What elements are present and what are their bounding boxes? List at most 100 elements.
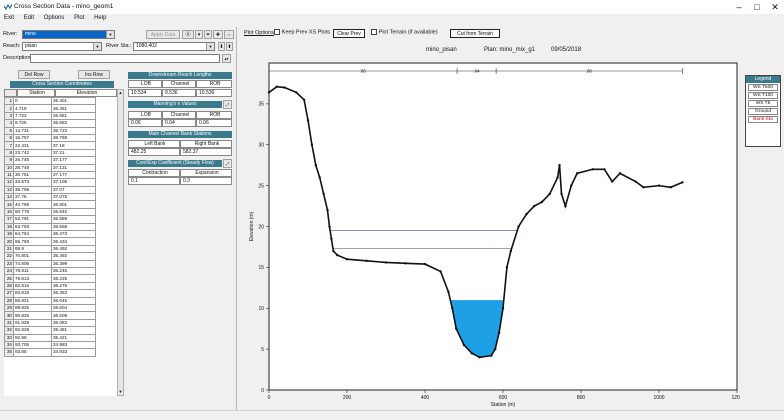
elevation-cell[interactable]: 35.421 — [51, 333, 96, 342]
station-cell[interactable]: 89.825 — [13, 303, 52, 313]
station-cell[interactable]: 9.725 — [13, 119, 52, 128]
elevation-cell[interactable]: 36.245 — [51, 266, 96, 276]
table-row[interactable]: 26 82.816 36.279 — [4, 281, 96, 291]
table-row[interactable]: 4 9.725 36.683 — [4, 119, 96, 128]
elevation-cell[interactable]: 36.225 — [51, 274, 96, 283]
table-row[interactable]: 20 65.793 36.434 — [4, 237, 96, 246]
station-cell[interactable]: 37.76 — [13, 193, 52, 202]
elevation-cell[interactable]: 36.845 — [51, 207, 96, 217]
table-row[interactable]: 28 86.821 36.645 — [4, 296, 96, 305]
step-up-icon[interactable]: ⬆ — [226, 42, 233, 51]
elevation-cell[interactable]: 36.461 — [51, 104, 96, 113]
station-cell[interactable]: 92.829 — [13, 326, 52, 335]
rob-n-input[interactable]: 0.06 — [196, 119, 232, 127]
right-bank-input[interactable]: 582.37 — [180, 148, 232, 156]
station-cell[interactable]: 78.811 — [13, 266, 52, 276]
table-row[interactable]: 13 36.799 37.07 — [4, 185, 96, 195]
left-bank-input[interactable]: 482.25 — [128, 148, 180, 156]
rob-length-input[interactable]: 10.536 — [196, 89, 232, 97]
lob-length-input[interactable]: 10.534 — [128, 89, 162, 97]
menu-help[interactable]: Help — [94, 15, 107, 21]
station-cell[interactable]: 83.818 — [13, 289, 52, 298]
menu-options[interactable]: Options — [43, 15, 65, 21]
menu-exit[interactable]: Exit — [4, 15, 15, 21]
table-scrollbar[interactable]: ▲ ▼ — [117, 89, 124, 396]
station-cell[interactable]: 82.816 — [13, 281, 52, 291]
plot-terrain-checkbox[interactable]: Plot Terrain (if available) — [371, 29, 438, 36]
station-cell[interactable]: 4.719 — [13, 104, 52, 113]
table-row[interactable]: 23 74.806 36.399 — [4, 259, 96, 269]
scroll-up-icon[interactable]: ▲ — [118, 90, 123, 95]
station-cell[interactable]: 64.794 — [13, 230, 52, 239]
elevation-cell[interactable]: 37.131 — [51, 163, 96, 172]
station-cell[interactable]: 15.757 — [13, 133, 52, 143]
table-row[interactable]: 11 30.751 37.177 — [4, 170, 96, 180]
clear-prev-button[interactable]: Clear Prev — [333, 29, 365, 38]
table-row[interactable]: 8 23.742 37.21 — [4, 148, 96, 158]
station-table[interactable]: 1 0 36.401 2 4.719 36.461 3 7.722 36.581 4 9.725 36… — [4, 97, 117, 396]
contraction-input[interactable]: 0.1 — [128, 177, 180, 185]
elevation-cell[interactable]: 36.558 — [51, 222, 96, 232]
elevation-cell[interactable]: 36.473 — [51, 230, 96, 239]
zoom-icon[interactable]: Ⓐ — [182, 30, 194, 39]
table-row[interactable]: 32 92.829 35.481 — [4, 326, 96, 335]
table-row[interactable]: 10 28.749 37.131 — [4, 163, 96, 172]
table-row[interactable]: 18 63.793 36.558 — [4, 222, 96, 232]
plus-icon[interactable]: ✚ — [213, 30, 223, 39]
river-select[interactable]: mino ▼ — [22, 30, 115, 39]
table-row[interactable]: 6 15.757 36.768 — [4, 133, 96, 143]
channel-length-input[interactable]: 9.536 — [162, 89, 196, 97]
station-cell[interactable]: 33.673 — [13, 178, 52, 187]
description-scroll[interactable]: ▴▾ — [222, 54, 231, 63]
elevation-cell[interactable]: 35.481 — [51, 326, 96, 335]
table-row[interactable]: 29 89.825 36.604 — [4, 303, 96, 313]
table-row[interactable]: 35 93.85 34.933 — [4, 348, 96, 357]
river-sta-select[interactable]: 1080.402 ▼ — [133, 42, 215, 51]
elevation-cell[interactable]: 36.492 — [51, 244, 96, 254]
channel-n-input[interactable]: 0.04 — [162, 119, 196, 127]
station-cell[interactable]: 28.749 — [13, 163, 52, 172]
table-row[interactable]: 30 90.826 36.509 — [4, 311, 96, 320]
elevation-cell[interactable]: 36.509 — [51, 311, 96, 320]
elevation-cell[interactable]: 36.434 — [51, 237, 96, 246]
elevation-cell[interactable]: 36.581 — [51, 111, 96, 121]
elevation-cell[interactable]: 36.604 — [51, 303, 96, 313]
elevation-cell[interactable]: 36.083 — [51, 318, 96, 328]
elevation-cell[interactable]: 37.21 — [51, 148, 96, 158]
station-cell[interactable]: 7.722 — [13, 111, 52, 121]
station-cell[interactable]: 26.746 — [13, 156, 52, 165]
keep-prev-checkbox[interactable]: Keep Prev XS Plots — [274, 29, 330, 36]
elevation-cell[interactable]: 36.683 — [51, 119, 96, 128]
station-cell[interactable]: 63.793 — [13, 222, 52, 232]
contraction-options-button[interactable]: ⤢ — [223, 159, 232, 168]
plot-options-link[interactable]: Plot Options — [244, 30, 274, 36]
elevation-cell[interactable]: 37.177 — [51, 156, 96, 165]
elevation-cell[interactable]: 36.589 — [51, 215, 96, 224]
station-cell[interactable]: 50.776 — [13, 207, 52, 217]
description-input[interactable] — [30, 54, 220, 63]
panel-divider[interactable] — [236, 27, 237, 410]
elevation-cell[interactable]: 37.177 — [51, 170, 96, 180]
elevation-cell[interactable]: 36.279 — [51, 281, 96, 291]
station-cell[interactable]: 92.99 — [13, 333, 52, 342]
table-row[interactable]: 31 91.828 36.083 — [4, 318, 96, 328]
station-cell[interactable]: 74.806 — [13, 259, 52, 269]
station-cell[interactable]: 69.8 — [13, 244, 52, 254]
station-cell[interactable]: 91.828 — [13, 318, 52, 328]
station-cell[interactable]: 23.742 — [13, 148, 52, 158]
table-row[interactable]: 25 79.813 36.225 — [4, 274, 96, 283]
station-cell[interactable]: 70.801 — [13, 252, 52, 261]
ins-row-button[interactable]: Ins Row — [78, 70, 110, 79]
elevation-cell[interactable]: 34.933 — [51, 348, 96, 357]
mannings-options-button[interactable]: ⤢ — [223, 100, 232, 109]
minimize-icon[interactable]: – — [736, 2, 742, 12]
cut-from-terrain-button[interactable]: Cut from Terrain — [450, 29, 500, 38]
del-row-button[interactable]: Del Row — [18, 70, 50, 79]
menu-edit[interactable]: Edit — [23, 15, 35, 21]
station-cell[interactable]: 86.821 — [13, 296, 52, 305]
table-row[interactable]: 33 92.99 35.421 — [4, 333, 96, 342]
station-cell[interactable]: 36.799 — [13, 185, 52, 195]
elevation-cell[interactable]: 36.399 — [51, 259, 96, 269]
elevation-cell[interactable]: 36.401 — [51, 97, 96, 106]
